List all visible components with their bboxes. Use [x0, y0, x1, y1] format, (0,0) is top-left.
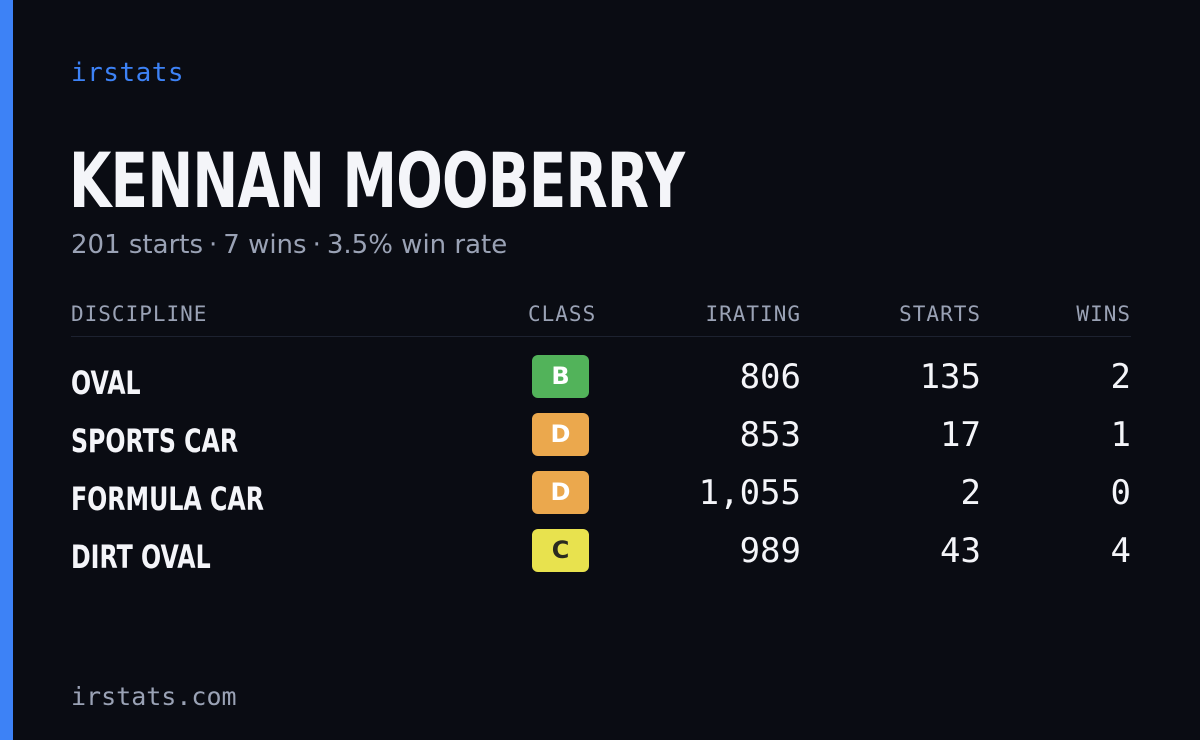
wins-summary: 7 wins [223, 230, 307, 260]
class-badge: D [532, 471, 589, 514]
driver-summary: 201 starts · 7 wins · 3.5% win rate [71, 228, 507, 262]
discipline-name: SPORTS CAR [71, 422, 239, 460]
summary-separator: · [312, 230, 321, 260]
table-header: DISCIPLINE CLASS IRATING STARTS WINS [71, 296, 1131, 337]
discipline-name: OVAL [71, 364, 141, 402]
starts-summary: 201 starts [71, 230, 203, 260]
header-starts: STARTS [899, 302, 981, 326]
wins-value: 4 [1110, 531, 1131, 571]
irating-value: 806 [739, 357, 801, 397]
irating-value: 989 [739, 531, 801, 571]
discipline-name: FORMULA CAR [71, 480, 264, 518]
class-badge: B [532, 355, 589, 398]
table-row: FORMULA CAR D 1,055 2 0 [71, 469, 1131, 527]
wins-value: 0 [1110, 473, 1131, 513]
footer-url: irstats.com [71, 682, 237, 711]
wins-value: 2 [1110, 357, 1131, 397]
table-row: OVAL B 806 135 2 [71, 353, 1131, 411]
irating-value: 853 [739, 415, 801, 455]
table-body: OVAL B 806 135 2 SPORTS CAR D 853 17 1 F… [71, 353, 1131, 585]
starts-value: 135 [919, 357, 981, 397]
table-row: DIRT OVAL C 989 43 4 [71, 527, 1131, 585]
class-badge: D [532, 413, 589, 456]
starts-value: 2 [960, 473, 981, 513]
irating-value: 1,055 [698, 473, 801, 513]
driver-name: KENNAN MOOBERRY [69, 136, 685, 225]
accent-bar [0, 0, 13, 740]
starts-value: 43 [940, 531, 981, 571]
discipline-name: DIRT OVAL [71, 538, 211, 576]
header-irating: IRATING [705, 302, 801, 326]
header-discipline: DISCIPLINE [71, 302, 208, 326]
wins-value: 1 [1110, 415, 1131, 455]
win-rate-summary: 3.5% win rate [326, 230, 508, 260]
table-row: SPORTS CAR D 853 17 1 [71, 411, 1131, 469]
brand-logo: irstats [71, 58, 185, 88]
class-badge: C [532, 529, 589, 572]
header-wins: WINS [1076, 302, 1131, 326]
summary-separator: · [209, 230, 218, 260]
header-class: CLASS [528, 302, 597, 326]
discipline-table: DISCIPLINE CLASS IRATING STARTS WINS OVA… [71, 296, 1131, 585]
starts-value: 17 [940, 415, 981, 455]
